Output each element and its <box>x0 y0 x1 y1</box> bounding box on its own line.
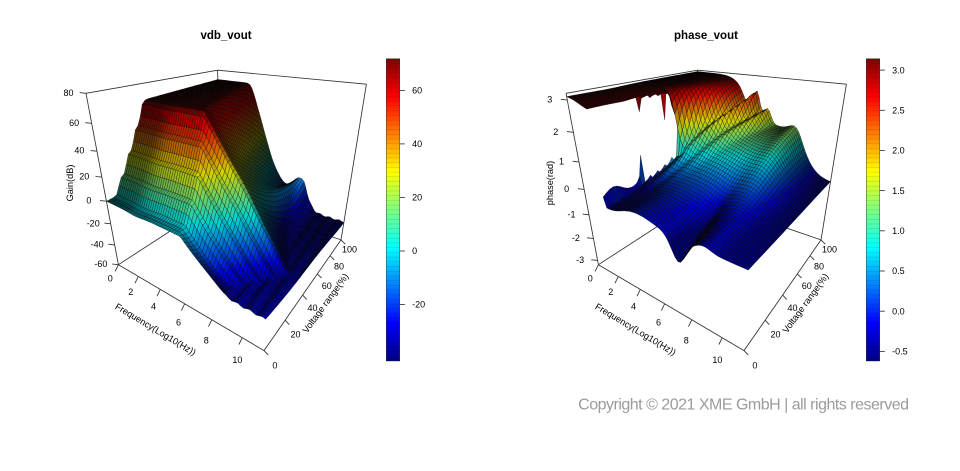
svg-text:0: 0 <box>108 274 113 284</box>
svg-text:-20: -20 <box>87 218 100 228</box>
svg-text:Gain(dB): Gain(dB) <box>65 165 75 202</box>
svg-text:0.0: 0.0 <box>892 306 905 316</box>
svg-text:60: 60 <box>322 281 332 291</box>
svg-text:2: 2 <box>553 127 558 137</box>
svg-text:4: 4 <box>631 302 636 312</box>
svg-text:100: 100 <box>822 245 837 255</box>
svg-text:40: 40 <box>787 303 797 313</box>
svg-text:6: 6 <box>176 318 181 328</box>
svg-text:8: 8 <box>684 335 689 345</box>
svg-text:40: 40 <box>307 303 317 313</box>
svg-text:-20: -20 <box>412 300 425 310</box>
svg-text:-0.5: -0.5 <box>892 347 908 357</box>
svg-text:20: 20 <box>79 172 89 182</box>
svg-text:-1: -1 <box>567 209 575 219</box>
svg-text:6: 6 <box>656 318 661 328</box>
svg-text:0: 0 <box>272 361 277 371</box>
svg-text:1.5: 1.5 <box>892 186 905 196</box>
svg-text:20: 20 <box>770 329 780 339</box>
svg-text:-40: -40 <box>91 239 104 249</box>
svg-text:Copyright © 2021 XME GmbH | al: Copyright © 2021 XME GmbH | all rights r… <box>578 397 908 414</box>
svg-text:10: 10 <box>232 355 242 365</box>
svg-text:3: 3 <box>547 95 552 105</box>
svg-text:4: 4 <box>151 302 156 312</box>
svg-text:2: 2 <box>128 287 133 297</box>
svg-text:8: 8 <box>204 335 209 345</box>
svg-text:1: 1 <box>559 156 564 166</box>
svg-text:2: 2 <box>608 287 613 297</box>
svg-text:0: 0 <box>86 196 91 206</box>
svg-text:60: 60 <box>802 281 812 291</box>
svg-text:2.5: 2.5 <box>892 106 905 116</box>
svg-text:40: 40 <box>74 146 84 156</box>
svg-text:10: 10 <box>712 355 722 365</box>
svg-text:-3: -3 <box>576 255 584 265</box>
svg-text:0: 0 <box>588 274 593 284</box>
svg-text:0: 0 <box>752 361 757 371</box>
svg-text:1.0: 1.0 <box>892 226 905 236</box>
svg-text:20: 20 <box>412 193 422 203</box>
svg-text:80: 80 <box>334 262 344 272</box>
svg-text:80: 80 <box>63 88 73 98</box>
svg-text:0: 0 <box>564 184 569 194</box>
svg-text:phase_vout: phase_vout <box>674 30 738 42</box>
svg-text:0.5: 0.5 <box>892 266 905 276</box>
svg-text:80: 80 <box>814 262 824 272</box>
svg-text:-60: -60 <box>94 259 107 269</box>
svg-text:60: 60 <box>69 118 79 128</box>
svg-text:phase(rad): phase(rad) <box>545 161 555 205</box>
svg-text:3.0: 3.0 <box>892 65 905 75</box>
svg-text:vdb_vout: vdb_vout <box>200 30 251 42</box>
svg-text:60: 60 <box>412 86 422 96</box>
svg-text:100: 100 <box>342 245 357 255</box>
svg-text:20: 20 <box>290 329 300 339</box>
svg-text:40: 40 <box>412 139 422 149</box>
svg-text:0: 0 <box>412 246 417 256</box>
svg-text:2.0: 2.0 <box>892 146 905 156</box>
svg-text:-2: -2 <box>572 233 580 243</box>
